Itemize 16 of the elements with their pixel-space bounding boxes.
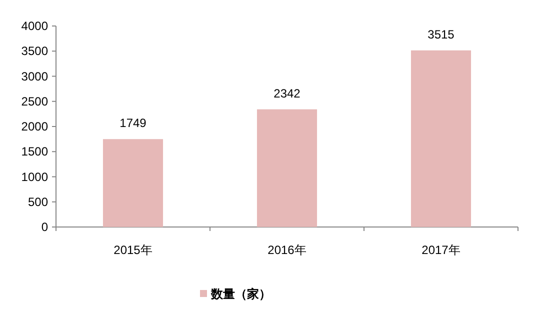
xtick: 2017年: [422, 243, 460, 257]
ytick: 3000: [21, 69, 48, 84]
ytick: 4000: [21, 19, 48, 33]
ytick: 1000: [21, 170, 48, 184]
xtick: 2015年: [114, 243, 152, 257]
ytick: 2500: [21, 94, 48, 108]
ytick: 500: [28, 194, 48, 209]
ytick: 2000: [21, 120, 48, 134]
ytick: 3500: [21, 44, 48, 58]
data-label: 1749: [120, 116, 146, 130]
ytick: 0: [41, 220, 48, 234]
ytick: 1500: [21, 144, 48, 159]
legend: 数量（家）: [211, 287, 271, 301]
data-label: 2342: [274, 86, 300, 100]
data-label: 3515: [428, 27, 454, 42]
xtick: 2016年: [268, 243, 306, 257]
